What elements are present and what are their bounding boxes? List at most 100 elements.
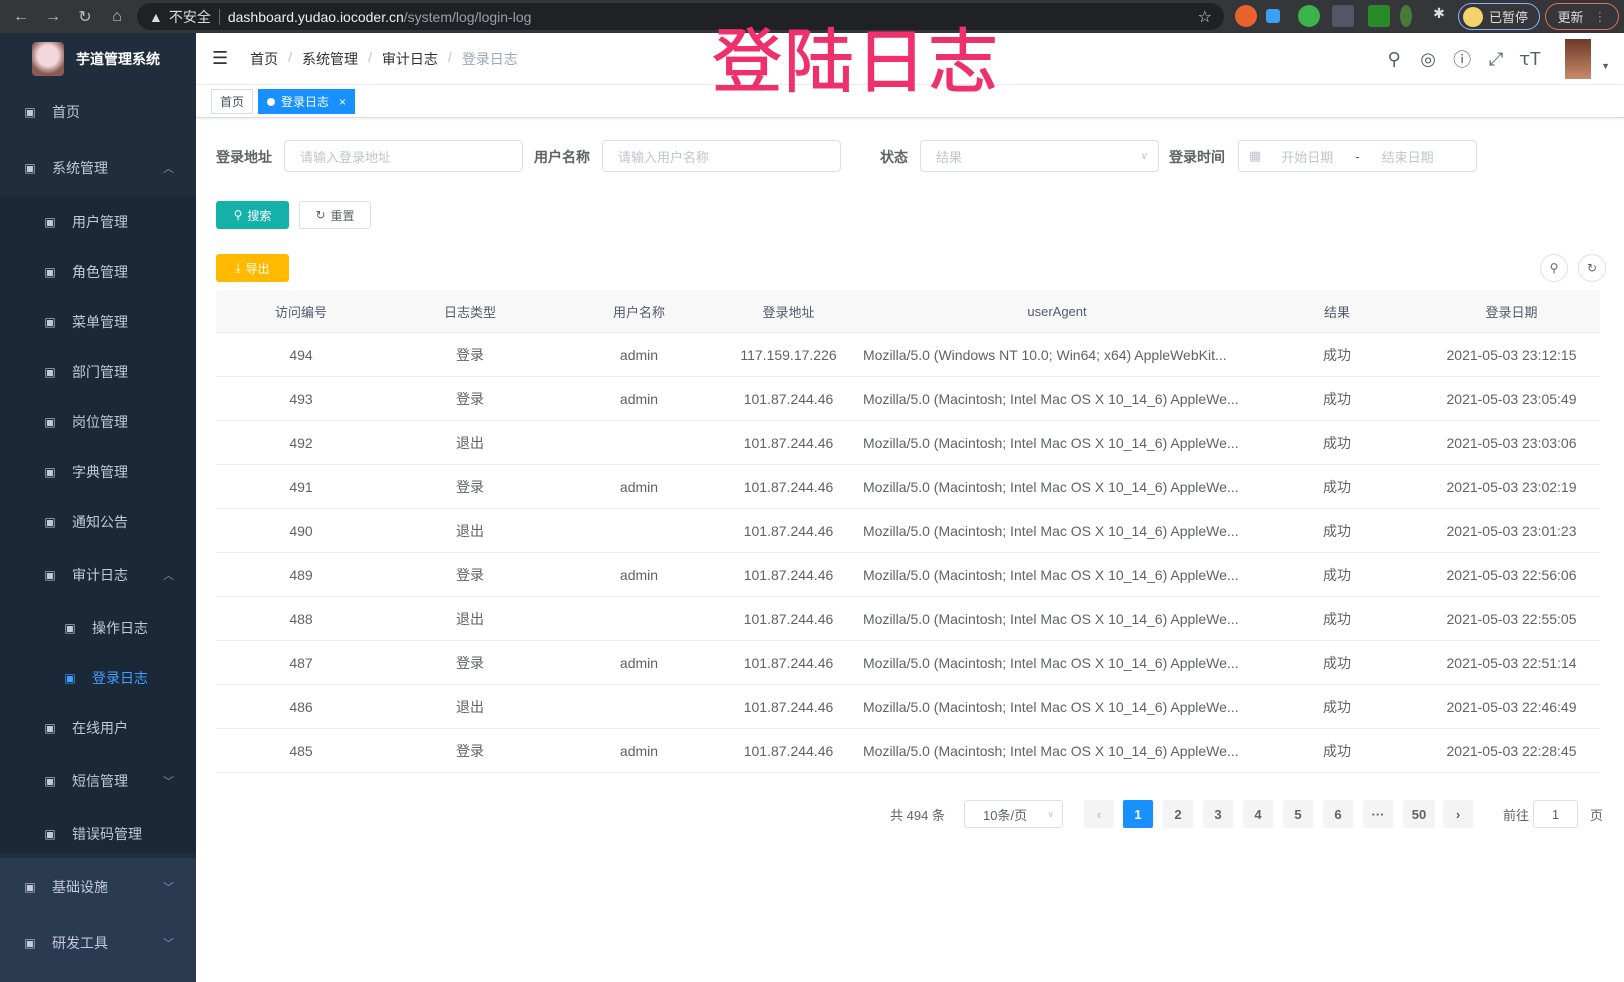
end-date[interactable]: 结束日期 [1381, 149, 1434, 165]
table-cell: admin [619, 742, 659, 759]
fullscreen-icon[interactable]: ⤢ [1488, 48, 1504, 69]
extension-icon[interactable] [1368, 5, 1390, 27]
table-row[interactable]: 491 登录 admin 101.87.244.46 Mozilla/5.0 (Maci… [216, 465, 1600, 509]
table-cell: 成功 [1323, 698, 1351, 715]
sidebar-item-3[interactable]: ▣ 角色管理 [0, 262, 196, 282]
extension-icon[interactable] [1235, 5, 1257, 27]
table-row[interactable]: 486 退出 101.87.244.46 Mozilla/5.0 (Macintosh… [216, 685, 1600, 729]
update-button[interactable]: 更新 ⋮ [1545, 3, 1619, 30]
home-icon[interactable]: ⌂ [112, 7, 122, 25]
table-row[interactable]: 490 退出 101.87.244.46 Mozilla/5.0 (Macintosh… [216, 509, 1600, 553]
user-avatar[interactable] [1565, 39, 1592, 79]
hamburger-icon[interactable]: ☰ [212, 48, 229, 68]
back-icon[interactable]: ← [13, 7, 29, 25]
menu-background [0, 858, 196, 982]
table-row[interactable]: 489 登录 admin 101.87.244.46 Mozilla/5.0 (Maci… [216, 553, 1600, 597]
search-icon[interactable]: ⚲ [1387, 48, 1401, 69]
more-icon: ⋮ [1593, 8, 1607, 24]
address-bar[interactable]: ▲ 不安全 dashboard.yudao.iocoder.cn/system/… [137, 3, 1224, 30]
sidebar-item-12[interactable]: ▣ 在线用户 [0, 718, 196, 738]
sidebar-item-6[interactable]: ▣ 岗位管理 [0, 412, 196, 432]
github-icon[interactable]: ◎ [1420, 48, 1436, 69]
table-row[interactable]: 485 登录 admin 101.87.244.46 Mozilla/5.0 (Maci… [216, 729, 1600, 773]
sidebar-item-9[interactable]: ▣ 审计日志 ︿ [0, 565, 196, 585]
table-row[interactable]: 492 退出 101.87.244.46 Mozilla/5.0 (Macintosh… [216, 421, 1600, 465]
prev-page-button[interactable]: ‹ [1084, 800, 1114, 828]
sidebar-item-13[interactable]: ▣ 短信管理 ﹀ [0, 771, 196, 791]
download-icon: ⤓ [235, 260, 241, 275]
table-cell: Mozilla/5.0 (Macintosh; Intel Mac OS X 1… [863, 654, 1239, 671]
toggle-search-icon[interactable]: ⚲ [1540, 254, 1568, 282]
page-button[interactable]: 50 [1403, 800, 1435, 828]
extension-icon[interactable] [1332, 5, 1354, 27]
reset-button[interactable]: ↻ 重置 [299, 201, 371, 229]
caret-down-icon[interactable]: ▼ [1601, 61, 1610, 71]
help-icon[interactable]: ⓘ [1453, 50, 1472, 70]
breadcrumb: 首页 / 系统管理 / 审计日志 / 登录日志 [250, 49, 518, 69]
search-button[interactable]: ⚲ 搜索 [216, 201, 289, 229]
profile-button[interactable]: 已暂停 [1458, 3, 1540, 30]
extension-icon[interactable] [1400, 5, 1412, 27]
url-path: /system/log/login-log [403, 8, 532, 25]
page-button[interactable]: 2 [1163, 800, 1193, 828]
sidebar-item-16[interactable]: ▣ 研发工具 ﹀ [0, 933, 196, 953]
tool-icon: ▣ [24, 936, 36, 950]
active-dot [267, 97, 275, 106]
export-button[interactable]: ⤓ 导出 [216, 254, 289, 282]
breadcrumb-separator: / [288, 48, 293, 65]
sidebar-item-0[interactable]: ▣ 首页 [0, 102, 196, 122]
breadcrumb-item: 审计日志 [381, 50, 438, 67]
puzzle-icon[interactable]: ✱ [1433, 5, 1445, 21]
table-row[interactable]: 488 退出 101.87.244.46 Mozilla/5.0 (Macintosh… [216, 597, 1600, 641]
sidebar-item-15[interactable]: ▣ 基础设施 ﹀ [0, 877, 196, 897]
table-row[interactable]: 493 登录 admin 101.87.244.46 Mozilla/5.0 (Maci… [216, 377, 1600, 421]
table-cell: 退出 [456, 610, 484, 627]
sidebar-item-11[interactable]: ▣ 登录日志 [0, 668, 196, 688]
table-cell: 486 [289, 698, 313, 715]
username-input[interactable]: 请输入用户名称 [602, 140, 841, 172]
breadcrumb-item[interactable]: 首页 [250, 50, 279, 67]
start-date[interactable]: 开始日期 [1281, 149, 1334, 165]
browser-toolbar: ← → ↻ ⌂ ▲ 不安全 dashboard.yudao.iocoder.cn… [0, 0, 1624, 33]
page-button[interactable]: 1 [1123, 800, 1153, 828]
table-row[interactable]: 494 登录 admin 117.159.17.226 Mozilla/5.0 (Win… [216, 333, 1600, 377]
page-button[interactable]: 3 [1203, 800, 1233, 828]
page-button[interactable]: ··· [1363, 800, 1393, 828]
page-button[interactable]: 5 [1283, 800, 1313, 828]
sidebar-item-7[interactable]: ▣ 字典管理 [0, 462, 196, 482]
tag-login-log[interactable]: 登录日志 × [258, 89, 356, 114]
paused-label: 已暂停 [1489, 10, 1529, 25]
date-range-picker[interactable]: ▦ 开始日期 - 结束日期 [1238, 140, 1477, 172]
sidebar-item-1[interactable]: ▣ 系统管理 ︿ [0, 158, 196, 178]
table-cell: 2021-05-03 23:05:49 [1446, 390, 1577, 407]
page-button[interactable]: 6 [1323, 800, 1353, 828]
page-button[interactable]: 4 [1243, 800, 1273, 828]
sidebar-item-14[interactable]: ▣ 错误码管理 [0, 824, 196, 844]
extension-icon[interactable] [1298, 5, 1320, 27]
next-page-button[interactable]: › [1443, 800, 1473, 828]
sidebar-item-2[interactable]: ▣ 用户管理 [0, 212, 196, 232]
extension-icon[interactable] [1266, 9, 1280, 23]
sidebar-item-8[interactable]: ▣ 通知公告 [0, 512, 196, 532]
table-cell: 登录 [456, 346, 484, 363]
column-header: 日志类型 [443, 304, 496, 320]
sidebar-item-5[interactable]: ▣ 部门管理 [0, 362, 196, 382]
refresh-icon[interactable]: ↻ [1578, 254, 1606, 282]
page-size-select[interactable]: 10条/页 ∨ [964, 800, 1063, 828]
close-icon[interactable]: × [339, 94, 347, 109]
table-row[interactable]: 487 登录 admin 101.87.244.46 Mozilla/5.0 (Maci… [216, 641, 1600, 685]
forward-icon[interactable]: → [45, 7, 61, 25]
tag-home[interactable]: 首页 [211, 89, 254, 114]
column-header: 登录日期 [1485, 304, 1538, 320]
sidebar-item-4[interactable]: ▣ 菜单管理 [0, 312, 196, 332]
font-size-icon[interactable]: ꚍT [1519, 48, 1541, 69]
address-input[interactable]: 请输入登录地址 [284, 140, 523, 172]
status-select[interactable]: 结果 ∨ [920, 140, 1159, 172]
table-cell: 2021-05-03 23:01:23 [1446, 522, 1577, 539]
goto-page-input[interactable]: 1 [1533, 800, 1578, 828]
reload-icon[interactable]: ↻ [78, 8, 92, 26]
table-cell: admin [619, 654, 659, 671]
sidebar-item-10[interactable]: ▣ 操作日志 [0, 618, 196, 638]
bookmark-star-icon[interactable]: ☆ [1197, 8, 1212, 26]
logininfor-icon: ▣ [64, 671, 76, 685]
